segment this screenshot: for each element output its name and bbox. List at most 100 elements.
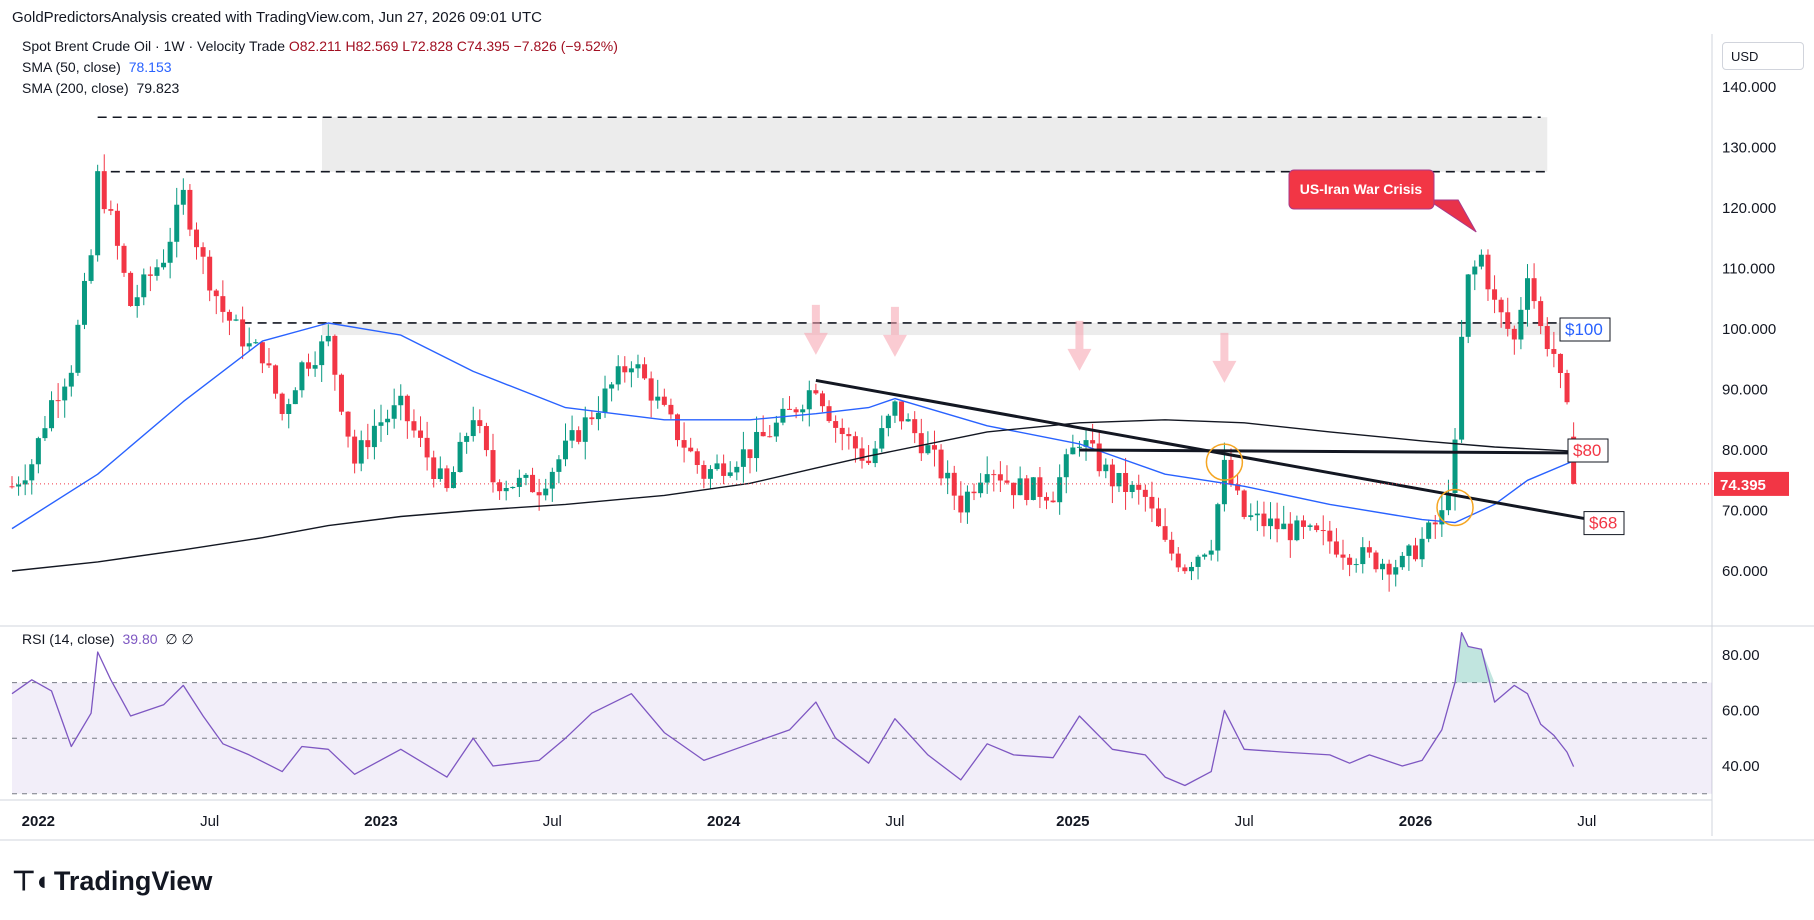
event-callout: US-Iran War Crisis — [1288, 169, 1477, 233]
candle-body — [1136, 484, 1142, 490]
candle-body — [1175, 553, 1181, 568]
candle-body — [1017, 478, 1023, 496]
symbol-name[interactable]: Spot Brent Crude Oil · 1W · Velocity Tra… — [22, 38, 285, 54]
rsi-legend[interactable]: RSI (14, close) 39.80 ∅ ∅ — [22, 631, 194, 648]
candle-body — [1452, 439, 1458, 494]
price-tick-label: 130.000 — [1722, 140, 1776, 157]
candle-body — [88, 255, 94, 281]
candle-body — [273, 365, 279, 394]
candle-body — [1195, 556, 1201, 567]
candle-body — [958, 495, 964, 513]
candle-body — [628, 368, 634, 373]
candle-body — [101, 171, 107, 210]
candle-body — [859, 448, 865, 461]
candle-body — [477, 420, 483, 427]
sma200-value: 79.823 — [136, 80, 180, 96]
candle-body — [1103, 464, 1109, 472]
candle-body — [721, 463, 727, 476]
candle-body — [938, 449, 944, 479]
candle-body — [457, 441, 463, 473]
candle-body — [9, 486, 15, 488]
candle-body — [1333, 541, 1339, 555]
rsi-value: 39.80 — [122, 631, 158, 647]
candle-body — [688, 447, 694, 452]
candle-body — [180, 189, 186, 205]
candle-body — [589, 417, 595, 420]
candle-body — [1300, 520, 1306, 527]
candle-body — [1235, 484, 1241, 491]
candle-body — [740, 449, 746, 467]
down-arrow-icon — [882, 306, 907, 357]
time-tick-label: 2023 — [364, 813, 397, 830]
candle-body — [391, 405, 397, 419]
candle-body — [1182, 567, 1188, 572]
last-price-label: 74.395 — [1720, 477, 1766, 494]
currency-button[interactable]: USD — [1722, 42, 1804, 70]
candle-body — [1050, 500, 1056, 503]
candle-body — [286, 404, 292, 414]
candle-body — [1419, 538, 1425, 560]
symbol-legend: Spot Brent Crude Oil · 1W · Velocity Tra… — [22, 38, 618, 54]
candle-body — [108, 209, 114, 211]
candle-body — [787, 408, 793, 410]
candle-body — [866, 460, 872, 464]
candle-body — [1432, 522, 1438, 525]
candle-body — [1340, 554, 1346, 558]
candle-body — [378, 422, 384, 426]
rsi-tick-label: 40.00 — [1722, 758, 1760, 775]
sma200-legend[interactable]: SMA (200, close) 79.823 — [22, 80, 179, 96]
candle-body — [246, 343, 252, 347]
candle-body — [1445, 493, 1451, 511]
candle-body — [1320, 530, 1326, 532]
candle-body — [773, 422, 779, 437]
candle-body — [879, 428, 885, 449]
candle-body — [1360, 547, 1366, 565]
candle-body — [1472, 266, 1478, 275]
candle-body — [839, 427, 845, 435]
sma50-legend[interactable]: SMA (50, close) 78.153 — [22, 59, 172, 75]
tradingview-mark-icon: ⊤◖ — [12, 866, 50, 896]
change-value: −7.826 (−9.52%) — [513, 38, 618, 54]
candle-body — [1090, 440, 1096, 444]
rsi-label: RSI (14, close) — [22, 631, 115, 647]
candle-body — [793, 409, 799, 413]
candle-body — [319, 341, 325, 366]
candle-body — [543, 488, 549, 496]
candle-body — [1538, 301, 1544, 327]
price-tick-label: 60.000 — [1722, 563, 1768, 580]
candle-body — [661, 396, 667, 405]
candle-body — [615, 366, 621, 385]
candle-body — [411, 421, 417, 431]
candle-body — [602, 388, 608, 413]
candle-body — [332, 335, 338, 375]
candle-body — [312, 365, 318, 369]
candle-body — [220, 296, 226, 312]
candle-body — [582, 417, 588, 442]
candle-body — [1202, 554, 1208, 557]
candle-body — [75, 324, 81, 373]
time-tick-label: 2025 — [1056, 813, 1089, 830]
candle-body — [556, 459, 562, 472]
candle-body — [1459, 336, 1465, 440]
candle-body — [424, 437, 430, 458]
candle-body — [964, 491, 970, 513]
candle-body — [114, 210, 120, 246]
candle-body — [418, 430, 424, 438]
candle-body — [325, 335, 331, 342]
candle-body — [885, 415, 891, 429]
candle-body — [991, 474, 997, 476]
candle-body — [338, 374, 344, 412]
candle-body — [68, 372, 74, 387]
candle-body — [609, 384, 615, 389]
down-arrow-icon — [803, 304, 828, 355]
candle-body — [510, 486, 516, 489]
price-tick-label: 110.000 — [1722, 261, 1775, 278]
tradingview-logo[interactable]: ⊤◖ TradingView — [12, 866, 212, 897]
candle-body — [134, 297, 140, 307]
candle-body — [1406, 545, 1412, 556]
time-tick-label: Jul — [200, 813, 219, 830]
candle-body — [1268, 518, 1274, 527]
candle-body — [1024, 478, 1030, 500]
candle-body — [846, 434, 852, 437]
